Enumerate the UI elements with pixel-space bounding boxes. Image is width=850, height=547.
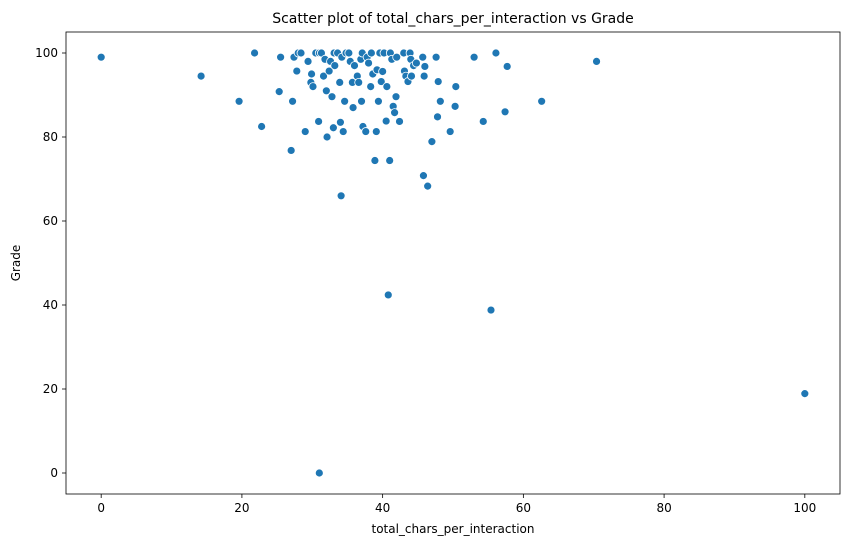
data-point bbox=[502, 62, 512, 71]
data-point bbox=[370, 156, 380, 165]
data-point bbox=[292, 66, 302, 76]
data-point bbox=[419, 71, 429, 81]
data-point bbox=[407, 71, 416, 81]
data-point bbox=[431, 52, 441, 62]
data-point bbox=[500, 107, 510, 117]
data-point bbox=[335, 78, 345, 87]
data-points bbox=[96, 48, 810, 478]
y-tick-label: 0 bbox=[50, 466, 58, 480]
data-point bbox=[364, 58, 373, 68]
data-point bbox=[366, 82, 376, 91]
x-tick-label: 60 bbox=[516, 501, 531, 515]
data-point bbox=[469, 52, 479, 62]
plot-area: 0 20 40 60 80 100 0 20 40 60 80 100 bbox=[35, 31, 841, 515]
data-point bbox=[445, 127, 455, 136]
data-point bbox=[433, 112, 442, 122]
data-point bbox=[338, 127, 348, 136]
data-point bbox=[366, 48, 376, 58]
data-point bbox=[300, 127, 310, 136]
data-point bbox=[423, 181, 433, 191]
data-point bbox=[419, 171, 428, 181]
data-point bbox=[420, 62, 430, 71]
data-point bbox=[361, 127, 371, 136]
x-axis-ticks: 0 20 40 60 80 100 bbox=[97, 494, 816, 515]
y-tick-label: 20 bbox=[43, 382, 58, 396]
data-point bbox=[350, 61, 359, 70]
data-point bbox=[382, 82, 392, 91]
data-point bbox=[433, 77, 443, 86]
data-point bbox=[392, 52, 402, 62]
x-tick-label: 80 bbox=[656, 501, 671, 515]
y-axis-label: Grade bbox=[9, 245, 23, 282]
y-axis-ticks: 0 20 40 60 80 100 bbox=[35, 46, 66, 480]
x-tick-label: 40 bbox=[375, 501, 390, 515]
data-point bbox=[357, 96, 366, 106]
data-point bbox=[340, 96, 350, 106]
data-point bbox=[257, 122, 267, 131]
data-point bbox=[196, 71, 206, 81]
data-point bbox=[354, 78, 364, 87]
data-point bbox=[308, 82, 318, 91]
y-tick-label: 60 bbox=[43, 214, 58, 228]
y-tick-label: 80 bbox=[43, 130, 58, 144]
data-point bbox=[314, 468, 324, 478]
data-point bbox=[385, 156, 395, 165]
data-point bbox=[321, 86, 331, 96]
data-point bbox=[330, 61, 340, 70]
data-point bbox=[378, 67, 388, 76]
data-point bbox=[383, 290, 393, 300]
data-point bbox=[395, 117, 404, 126]
data-point bbox=[234, 96, 244, 106]
data-point bbox=[274, 87, 284, 97]
data-point bbox=[478, 117, 488, 126]
chart-title: Scatter plot of total_chars_per_interact… bbox=[272, 11, 634, 27]
data-point bbox=[418, 52, 428, 62]
plot-frame bbox=[65, 31, 841, 495]
data-point bbox=[250, 48, 259, 58]
data-point bbox=[276, 52, 286, 62]
data-point bbox=[435, 96, 445, 106]
data-point bbox=[348, 103, 358, 112]
data-point bbox=[327, 92, 337, 102]
data-point bbox=[412, 58, 421, 68]
x-axis-label: total_chars_per_interaction bbox=[371, 522, 534, 536]
data-point bbox=[381, 116, 391, 126]
data-point bbox=[371, 127, 381, 136]
data-point bbox=[319, 71, 328, 81]
data-point bbox=[96, 52, 106, 62]
data-point bbox=[391, 92, 401, 102]
data-point bbox=[288, 96, 297, 106]
data-point bbox=[592, 57, 601, 66]
data-point bbox=[451, 82, 461, 91]
data-point bbox=[314, 117, 324, 126]
data-point bbox=[322, 132, 332, 142]
data-point bbox=[537, 96, 547, 106]
data-point bbox=[303, 57, 313, 66]
data-point bbox=[376, 77, 386, 86]
data-point bbox=[450, 101, 460, 111]
x-tick-label: 20 bbox=[234, 501, 249, 515]
data-point bbox=[800, 389, 810, 399]
data-point bbox=[390, 108, 399, 118]
data-point bbox=[336, 117, 345, 127]
data-point bbox=[307, 69, 316, 79]
data-point bbox=[324, 66, 334, 76]
data-point bbox=[286, 146, 296, 155]
data-point bbox=[491, 48, 501, 58]
data-point bbox=[328, 123, 338, 133]
data-point bbox=[374, 96, 383, 106]
x-tick-label: 100 bbox=[793, 501, 816, 515]
y-tick-label: 100 bbox=[35, 46, 58, 60]
data-point bbox=[296, 48, 306, 58]
data-point bbox=[427, 137, 437, 147]
data-point bbox=[336, 191, 346, 201]
data-point bbox=[344, 48, 354, 58]
x-tick-label: 0 bbox=[97, 501, 105, 515]
y-tick-label: 40 bbox=[43, 298, 58, 312]
data-point bbox=[486, 305, 496, 315]
